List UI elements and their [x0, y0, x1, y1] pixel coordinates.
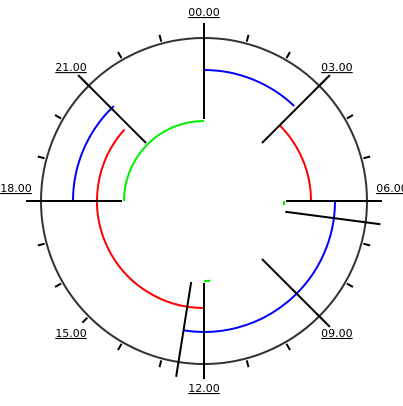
hour-tick — [54, 282, 62, 288]
hour-tick — [363, 155, 371, 160]
hour-tick — [346, 282, 354, 288]
hour-tick — [363, 242, 371, 247]
time-arc — [123, 120, 205, 202]
hour-tick — [346, 114, 354, 120]
time-marker — [285, 210, 381, 226]
hour-tick — [117, 343, 123, 351]
hour-label: 15.00 — [55, 327, 87, 340]
time-marker — [77, 74, 147, 144]
hour-tick — [117, 51, 123, 59]
hour-label: 03.00 — [321, 61, 353, 74]
time-arc — [96, 128, 205, 309]
hour-tick — [81, 316, 89, 324]
time-marker — [261, 258, 331, 328]
hour-tick — [245, 360, 250, 368]
hour-tick — [158, 34, 163, 42]
hour-tick — [54, 114, 62, 120]
hour-label: 06.00 — [376, 182, 403, 195]
time-arc — [203, 69, 295, 107]
time-marker — [261, 74, 331, 144]
time-arc — [278, 124, 312, 202]
time-marker — [175, 281, 193, 377]
hour-label: 12.00 — [188, 382, 220, 395]
hour-tick — [245, 34, 250, 42]
hour-label: 00.00 — [188, 6, 220, 19]
hour-label: 09.00 — [321, 327, 353, 340]
hour-tick — [37, 155, 45, 160]
time-arc — [72, 105, 115, 202]
hour-tick — [285, 343, 291, 351]
time-arc — [183, 200, 336, 333]
hour-label: 18.00 — [0, 182, 32, 195]
hour-tick — [158, 360, 163, 368]
hour-tick — [37, 242, 45, 247]
hour-tick — [285, 51, 291, 59]
hour-label: 21.00 — [55, 61, 87, 74]
